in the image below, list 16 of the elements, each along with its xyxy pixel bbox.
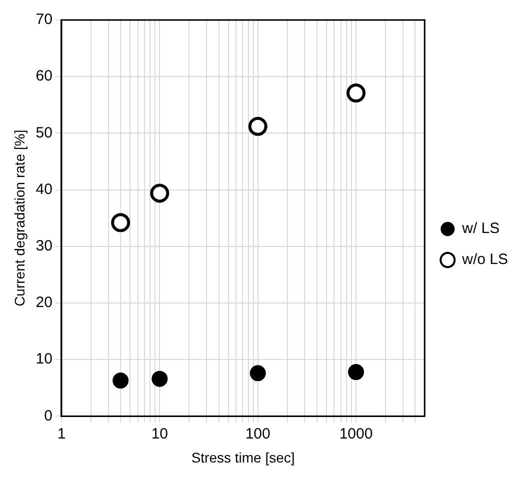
y-tick-label: 0: [44, 407, 52, 424]
legend-label: w/o LS: [461, 251, 508, 268]
x-tick-label: 100: [245, 425, 270, 442]
y-tick-label: 40: [36, 180, 52, 198]
x-tick-label: 1: [57, 425, 66, 442]
x-tick-label: 10: [151, 425, 168, 442]
y-tick-label: 60: [36, 68, 52, 85]
y-axis-title: Current degradation rate [%]: [11, 130, 28, 306]
x-axis-title: Stress time [sec]: [191, 449, 295, 466]
y-tick-label: 20: [36, 294, 52, 312]
legend-label: w/ LS: [461, 220, 500, 238]
y-tick-label: 50: [36, 124, 52, 142]
y-tick-label: 10: [36, 350, 52, 368]
y-tick-label: 70: [36, 11, 52, 28]
y-tick-label: 30: [36, 238, 52, 255]
x-tick-label: 1000: [339, 425, 373, 442]
